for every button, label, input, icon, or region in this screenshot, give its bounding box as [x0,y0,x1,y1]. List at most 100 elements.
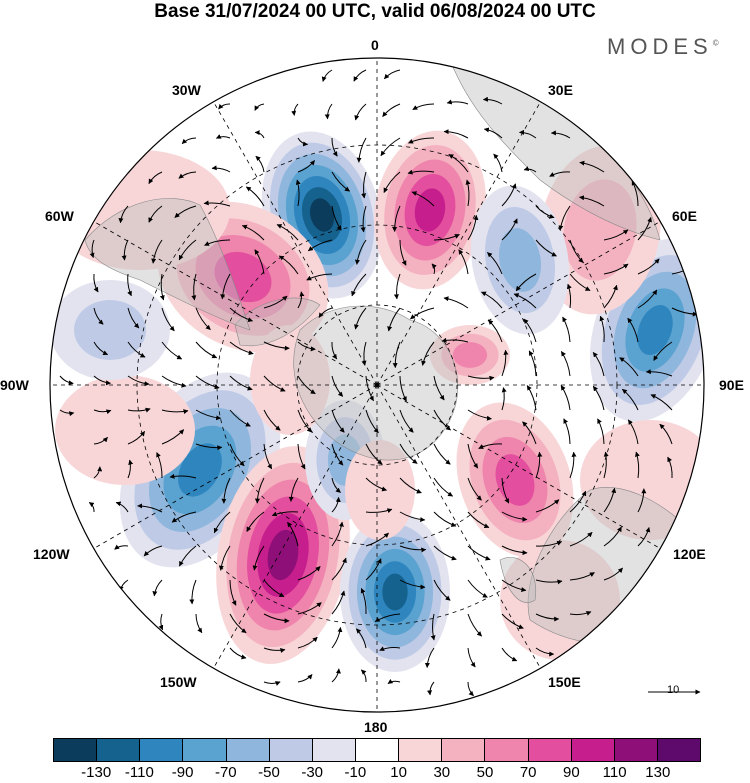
wind-arrow [195,375,220,390]
lon-label-60w: 60W [45,208,74,224]
wind-arrow [156,452,163,479]
meridian-line [376,221,661,386]
wind-arrow [443,296,469,309]
colorbar-swatch [571,739,615,761]
wind-arrow [287,521,299,547]
wind-arrow [399,579,426,590]
wind-arrow [93,375,111,386]
wind-arrow [365,375,374,402]
wind-arrow [161,307,175,332]
wind-arrow [254,130,265,139]
wind-arrow [501,477,510,504]
wind-arrow [387,678,401,684]
wind-arrow [151,239,163,264]
wind-arrow [93,436,108,445]
colorbar-swatch [54,739,98,761]
colorbar-swatch [528,739,572,761]
wind-arrow [263,647,286,653]
wind-arrow [421,341,435,366]
anomaly-contour [55,375,195,485]
wind-arrow [93,307,104,325]
wind-arrow [433,409,451,431]
wind-arrow [263,443,273,470]
south-pole-marker [374,382,380,388]
wind-arrow [297,160,315,173]
wind-arrow [412,103,435,111]
wind-arrow [501,183,517,207]
anomaly-contour [452,342,488,368]
lon-label-90w: 90W [0,377,29,393]
meridian-line [93,384,378,549]
wind-arrow [603,487,617,513]
wind-arrow [448,154,469,173]
wind-arrow [603,263,629,275]
anomaly-contour [250,325,330,435]
wind-arrow [637,216,652,241]
wind-arrow [263,681,281,686]
wind-arrow [467,443,479,469]
wind-arrow [229,409,251,427]
wind-arrow [493,153,503,173]
wind-arrow [569,572,595,581]
anomaly-contour [637,305,673,355]
wind-arrow [399,443,418,464]
wind-arrow [181,137,197,145]
wind-arrow [603,229,629,241]
wind-arrow [127,375,150,387]
wind-arrow [297,341,316,352]
wind-arrow [324,103,333,120]
colorbar-swatch [226,739,270,761]
wind-arrow [361,669,367,683]
wind-arrow [353,69,367,82]
anomaly-contour [267,529,299,581]
wind-arrow [93,466,103,479]
meridian-line [376,384,661,549]
wind-arrow [365,477,388,492]
wind-arrow [380,137,401,157]
brand-text: MODES [607,34,713,59]
wind-arrow [271,511,299,517]
anomaly-contour [563,179,637,281]
wind-arrow [179,545,197,567]
wind-arrow [331,557,347,581]
wind-arrow [467,613,483,637]
wind-arrow [467,477,482,501]
wind-arrow [360,587,367,615]
wind-arrow [307,239,333,252]
colorbar-swatch [97,739,141,761]
wind-arrow [382,103,401,117]
anomaly-contour [74,300,146,360]
wind-arrow [579,160,605,173]
wind-arrow [392,205,401,232]
colorbar-tick-label: 30 [433,764,451,781]
wind-arrow [488,319,503,343]
wind-arrow [637,258,660,275]
wind-arrow [291,103,299,116]
wind-arrow [399,511,426,523]
wind-arrow [592,351,605,377]
wind-arrow [174,205,197,218]
wind-arrow [331,137,338,157]
wind-arrow [254,477,265,504]
wind-arrow [118,205,129,224]
wind-arrow [501,579,527,592]
wind-arrow [297,636,318,649]
brand-mark: © [712,38,719,48]
wind-arrow [263,409,281,431]
colorbar-swatch [614,739,658,761]
wind-arrow [399,545,427,553]
wind-arrow [433,477,454,497]
wind-arrow [115,501,129,513]
wind-arrow [137,503,163,513]
wind-arrow [424,647,435,668]
colorbar-tick-label: -10 [344,764,367,781]
wind-arrow [169,473,197,479]
wind-arrow [399,375,407,402]
map-boundary [49,57,705,713]
wind-arrow [467,545,491,561]
wind-arrow [220,273,231,300]
wind-arrow [478,443,503,449]
wind-arrow [127,407,151,413]
wind-arrow [229,613,247,634]
wind-arrow [569,239,584,263]
